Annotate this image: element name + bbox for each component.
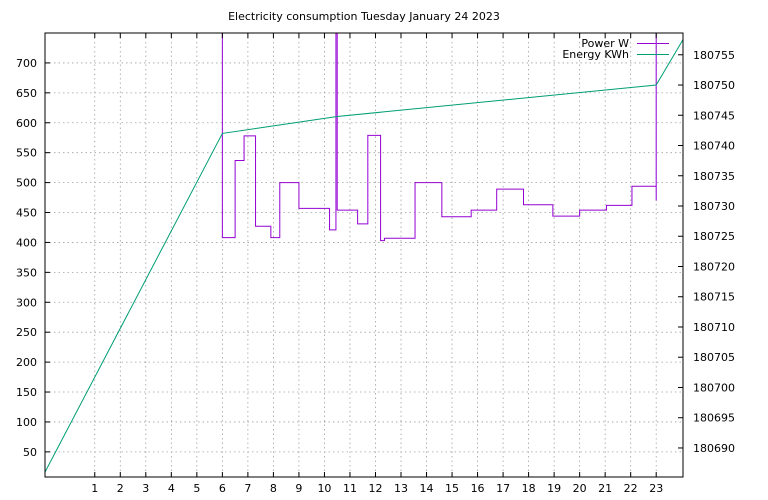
y-tick-label: 50 [23,446,37,459]
y-tick-label: 300 [16,296,37,309]
x-tick-label: 10 [317,482,331,495]
series-line-power [221,32,657,242]
x-tick-label: 22 [624,482,638,495]
x-tick-label: 20 [573,482,587,495]
y-tick-label: 550 [16,147,37,160]
x-tick-label: 11 [343,482,357,495]
y-tick-label: 600 [16,117,37,130]
x-tick-label: 5 [193,482,200,495]
y-tick-label: 450 [16,207,37,220]
plot-frame [44,32,684,478]
legend-label-energy: Energy KWh [562,48,629,61]
x-tick-label: 18 [522,482,536,495]
y2-tick-label: 180720 [693,260,735,273]
legend: Power W Energy KWh [562,37,669,61]
x-tick-label: 16 [471,482,485,495]
y2-tick-label: 180690 [693,442,735,455]
chart-title: Electricity consumption Tuesday January … [228,10,500,23]
y2-tick-label: 180745 [693,109,735,122]
series-line-energy [44,39,684,473]
x-tick-label: 19 [547,482,561,495]
y2-tick-label: 180750 [693,79,735,92]
x-tick-label: 4 [168,482,175,495]
y-tick-label: 150 [16,386,37,399]
y-tick-label: 200 [16,356,37,369]
x-tick-label: 14 [420,482,434,495]
x-tick-label: 17 [496,482,510,495]
y2-tick-label: 180735 [693,170,735,183]
y-tick-label: 250 [16,326,37,339]
x-tick-label: 2 [117,482,124,495]
x-tick-label: 9 [295,482,302,495]
y-tick-label: 500 [16,177,37,190]
x-tick-label: 15 [445,482,459,495]
x-tick-label: 3 [142,482,149,495]
y2-tick-label: 180715 [693,291,735,304]
x-tick-label: 6 [219,482,226,495]
x-tick-label: 7 [244,482,251,495]
y2-tick-label: 180705 [693,351,735,364]
grid [45,33,683,477]
y2-tick-label: 180740 [693,140,735,153]
y-tick-label: 650 [16,87,37,100]
x-tick-label: 1 [91,482,98,495]
y-tick-label: 100 [16,416,37,429]
tick-labels: 1 2 3 4 5 6 7 8 9 10 11 12 13 14 15 16 17 18 19 20 21 22 23501… [16,49,735,495]
y2-tick-label: 180725 [693,230,735,243]
legend-label-power: Power W [581,37,629,50]
series-layer [44,32,684,473]
ticks [45,33,683,477]
y2-tick-label: 180695 [693,412,735,425]
x-tick-label: 13 [394,482,408,495]
y2-tick-label: 180730 [693,200,735,213]
y-tick-label: 350 [16,266,37,279]
y2-tick-label: 180710 [693,321,735,334]
y-tick-label: 400 [16,236,37,249]
x-tick-label: 21 [598,482,612,495]
x-tick-label: 23 [649,482,663,495]
y-tick-label: 700 [16,57,37,70]
y2-tick-label: 180700 [693,381,735,394]
x-tick-label: 8 [270,482,277,495]
x-tick-label: 12 [368,482,382,495]
y2-tick-label: 180755 [693,49,735,62]
